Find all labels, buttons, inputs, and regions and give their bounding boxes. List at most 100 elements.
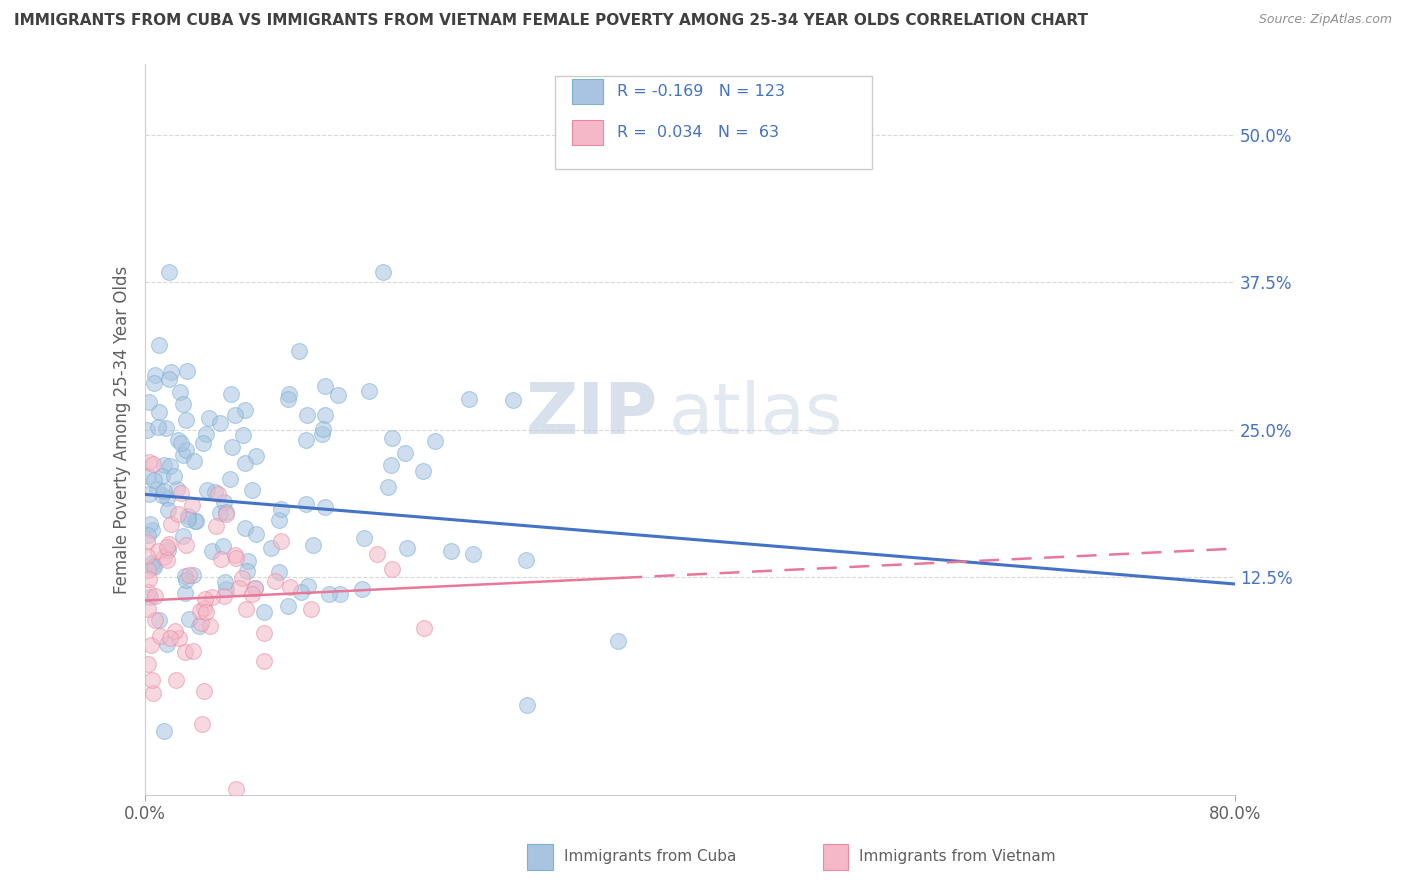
Point <box>224 409 246 423</box>
Point <box>142 686 165 700</box>
Point <box>143 559 166 574</box>
Point <box>278 580 301 594</box>
Point <box>162 469 184 483</box>
Point <box>138 455 160 469</box>
Point <box>174 568 197 582</box>
Point <box>173 645 195 659</box>
Point <box>197 411 219 425</box>
Point <box>148 405 170 419</box>
Point <box>136 468 159 483</box>
Point <box>146 544 169 558</box>
Point <box>299 602 322 616</box>
Point <box>606 633 628 648</box>
Point <box>353 531 375 545</box>
Point <box>187 619 209 633</box>
Point <box>152 549 174 564</box>
Point <box>138 487 160 501</box>
Point <box>150 488 173 502</box>
Point <box>413 621 436 635</box>
Point <box>172 529 194 543</box>
Point <box>159 631 181 645</box>
Point <box>288 344 311 359</box>
Point <box>142 376 165 390</box>
Point <box>277 386 299 401</box>
Point <box>440 544 463 558</box>
Point <box>135 423 157 437</box>
Point <box>253 654 276 668</box>
Point <box>253 605 276 619</box>
Text: atlas: atlas <box>668 381 842 450</box>
Point <box>371 265 394 279</box>
Point <box>224 549 246 563</box>
Point <box>156 637 179 651</box>
Point <box>204 484 226 499</box>
Point <box>218 472 240 486</box>
Text: R = -0.169   N = 123: R = -0.169 N = 123 <box>617 85 785 99</box>
Point <box>136 527 159 541</box>
Point <box>152 458 174 473</box>
Point <box>172 448 194 462</box>
Point <box>159 459 181 474</box>
Point <box>155 421 177 435</box>
Point <box>173 585 195 599</box>
Point <box>193 683 215 698</box>
Point <box>314 379 336 393</box>
Point <box>219 386 242 401</box>
Point <box>172 397 194 411</box>
Point <box>207 487 229 501</box>
Point <box>502 393 524 408</box>
Text: R =  0.034   N =  63: R = 0.034 N = 63 <box>617 126 779 140</box>
Point <box>177 509 200 524</box>
Point <box>395 541 418 556</box>
Point <box>186 514 208 528</box>
Point <box>148 337 170 351</box>
Point <box>141 638 163 652</box>
Point <box>269 513 291 527</box>
Point <box>297 579 319 593</box>
Point <box>150 468 173 483</box>
Point <box>145 368 167 382</box>
Point <box>152 723 174 738</box>
Point <box>515 553 537 567</box>
Point <box>166 482 188 496</box>
Point <box>167 433 190 447</box>
Point <box>138 395 160 409</box>
Point <box>302 539 325 553</box>
Point <box>163 624 186 639</box>
Point <box>148 629 170 643</box>
Point <box>142 458 165 472</box>
Point <box>295 497 318 511</box>
Point <box>159 516 181 531</box>
Point <box>329 587 352 601</box>
Text: IMMIGRANTS FROM CUBA VS IMMIGRANTS FROM VIETNAM FEMALE POVERTY AMONG 25-34 YEAR : IMMIGRANTS FROM CUBA VS IMMIGRANTS FROM … <box>14 13 1088 29</box>
Point <box>423 434 446 448</box>
Point <box>295 408 318 422</box>
Point <box>232 427 254 442</box>
Point <box>156 553 179 567</box>
Point <box>377 480 399 494</box>
Point <box>177 568 200 582</box>
Point <box>141 556 163 570</box>
Point <box>136 563 159 577</box>
Point <box>380 458 402 473</box>
Point <box>458 392 481 406</box>
Point <box>212 494 235 508</box>
Point <box>412 464 434 478</box>
Point <box>138 602 160 616</box>
Point <box>183 454 205 468</box>
Point <box>238 554 260 568</box>
Point <box>135 549 157 564</box>
Point <box>212 590 235 604</box>
Text: Immigrants from Vietnam: Immigrants from Vietnam <box>859 849 1056 864</box>
Point <box>160 365 183 379</box>
Point <box>177 512 200 526</box>
Point <box>139 516 162 531</box>
Point <box>236 565 259 579</box>
Point <box>318 587 340 601</box>
Point <box>141 523 163 537</box>
Point <box>270 501 292 516</box>
Point <box>153 484 176 499</box>
Point <box>201 543 224 558</box>
Point <box>159 372 181 386</box>
Point <box>381 431 404 445</box>
